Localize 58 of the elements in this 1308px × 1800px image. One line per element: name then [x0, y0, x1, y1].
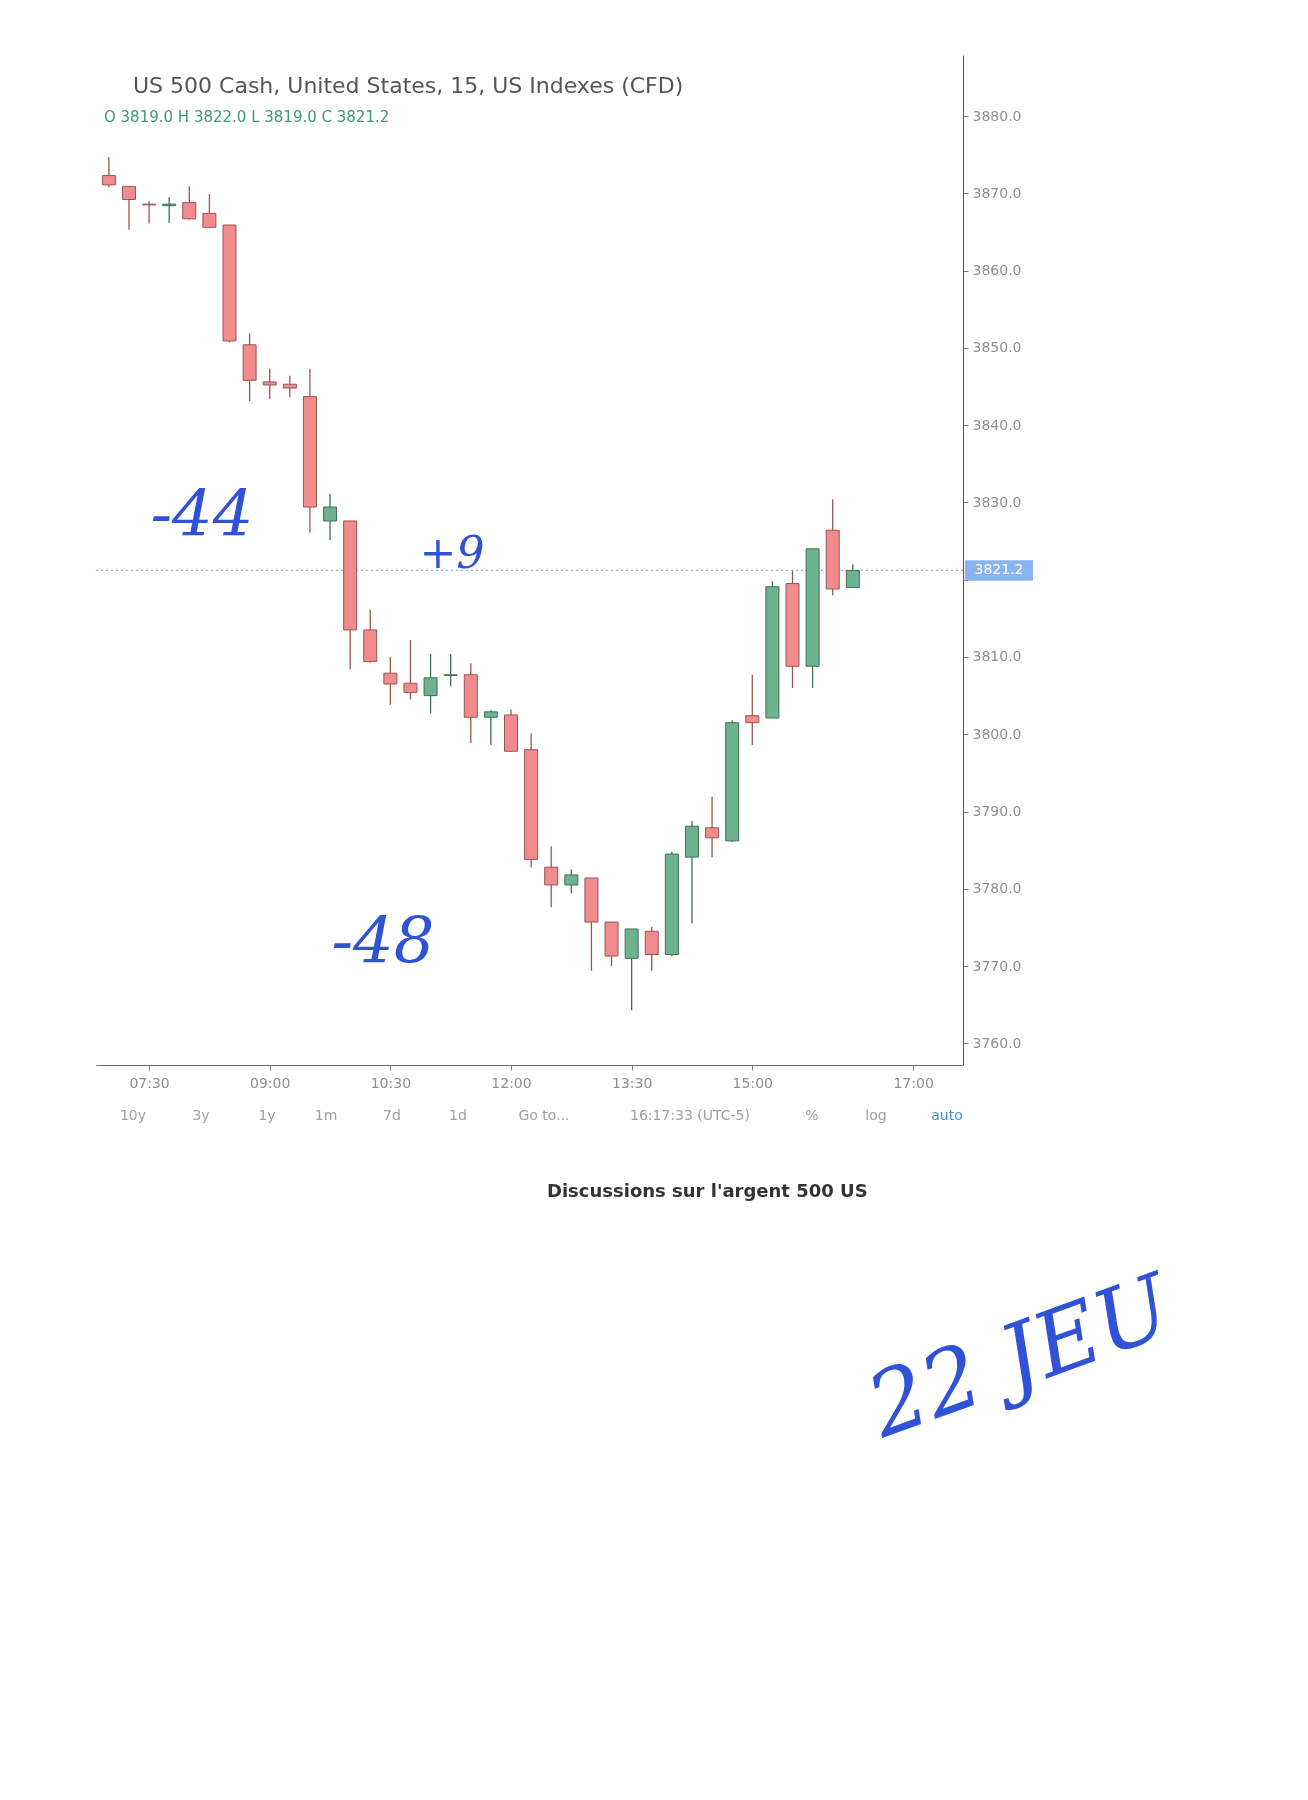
candlestick: [101, 156, 116, 188]
x-tick-label: 13:30: [611, 1074, 653, 1091]
text: 1m: [314, 1107, 338, 1123]
y-tick-label: 3870.0: [972, 184, 1022, 201]
y-tick-label: 3770.0: [972, 957, 1022, 974]
x-tick-label: 10:30: [370, 1074, 412, 1091]
candlestick: [423, 653, 438, 715]
text: O 3819.0 H 3822.0 L 3819.0 C 3821.2: [104, 108, 390, 126]
text: 3y: [192, 1107, 210, 1123]
y-tick-label: 3860.0: [972, 262, 1022, 279]
candlestick: [745, 674, 760, 746]
ref-line-label: 3821.2: [974, 561, 1024, 578]
candlestick: [142, 200, 157, 225]
x-tick-label: 09:00: [250, 1074, 291, 1091]
text: 16:17:33 (UTC-5): [630, 1107, 750, 1123]
candlestick: [443, 653, 458, 687]
x-tick-label: 17:00: [893, 1074, 934, 1091]
candlestick: [845, 563, 860, 589]
y-tick-label: 3880.0: [972, 107, 1022, 124]
annotation: +9: [419, 527, 485, 578]
candlestick: [162, 196, 177, 224]
text: Discussions sur l'argent 500 US: [547, 1180, 868, 1201]
candlestick: [644, 926, 659, 972]
x-tick-label: 07:30: [129, 1074, 170, 1091]
candlestick: [705, 796, 720, 858]
text: 7d: [383, 1107, 401, 1123]
candlestick: [483, 709, 498, 746]
candlestick: [323, 493, 338, 541]
candlestick: [182, 185, 197, 221]
y-tick-label: 3800.0: [972, 725, 1022, 742]
y-tick-label: 3830.0: [972, 493, 1022, 510]
candlestick: [262, 368, 277, 400]
y-tick-label: 3760.0: [972, 1034, 1022, 1051]
candlestick: [403, 639, 418, 701]
text: 1y: [258, 1107, 276, 1123]
text: 22 JEU: [853, 1252, 1188, 1459]
text: US 500 Cash, United States, 15, US Indexes (CFD): [133, 73, 684, 98]
candlestick: [121, 185, 136, 231]
x-tick-label: 15:00: [732, 1074, 773, 1091]
candlestick: [202, 193, 217, 229]
text: log: [865, 1107, 887, 1123]
y-tick-label: 3840.0: [972, 416, 1022, 433]
text: 10y: [119, 1107, 147, 1123]
text: %: [805, 1107, 819, 1123]
y-tick-label: 3780.0: [972, 880, 1022, 897]
y-tick-label: 3850.0: [972, 339, 1022, 356]
annotation: -48: [331, 904, 435, 978]
text: auto: [931, 1107, 963, 1123]
candlestick: [564, 868, 579, 895]
x-tick-label: 12:00: [491, 1074, 532, 1091]
candlestick: [282, 375, 297, 398]
annotation: -44: [150, 477, 254, 551]
candlestick: [383, 656, 398, 706]
text: Go to...: [518, 1107, 570, 1123]
candlestick: [544, 845, 559, 909]
y-tick-label: 3810.0: [972, 648, 1022, 665]
y-tick-label: 3790.0: [972, 803, 1022, 820]
text: 1d: [449, 1107, 467, 1123]
